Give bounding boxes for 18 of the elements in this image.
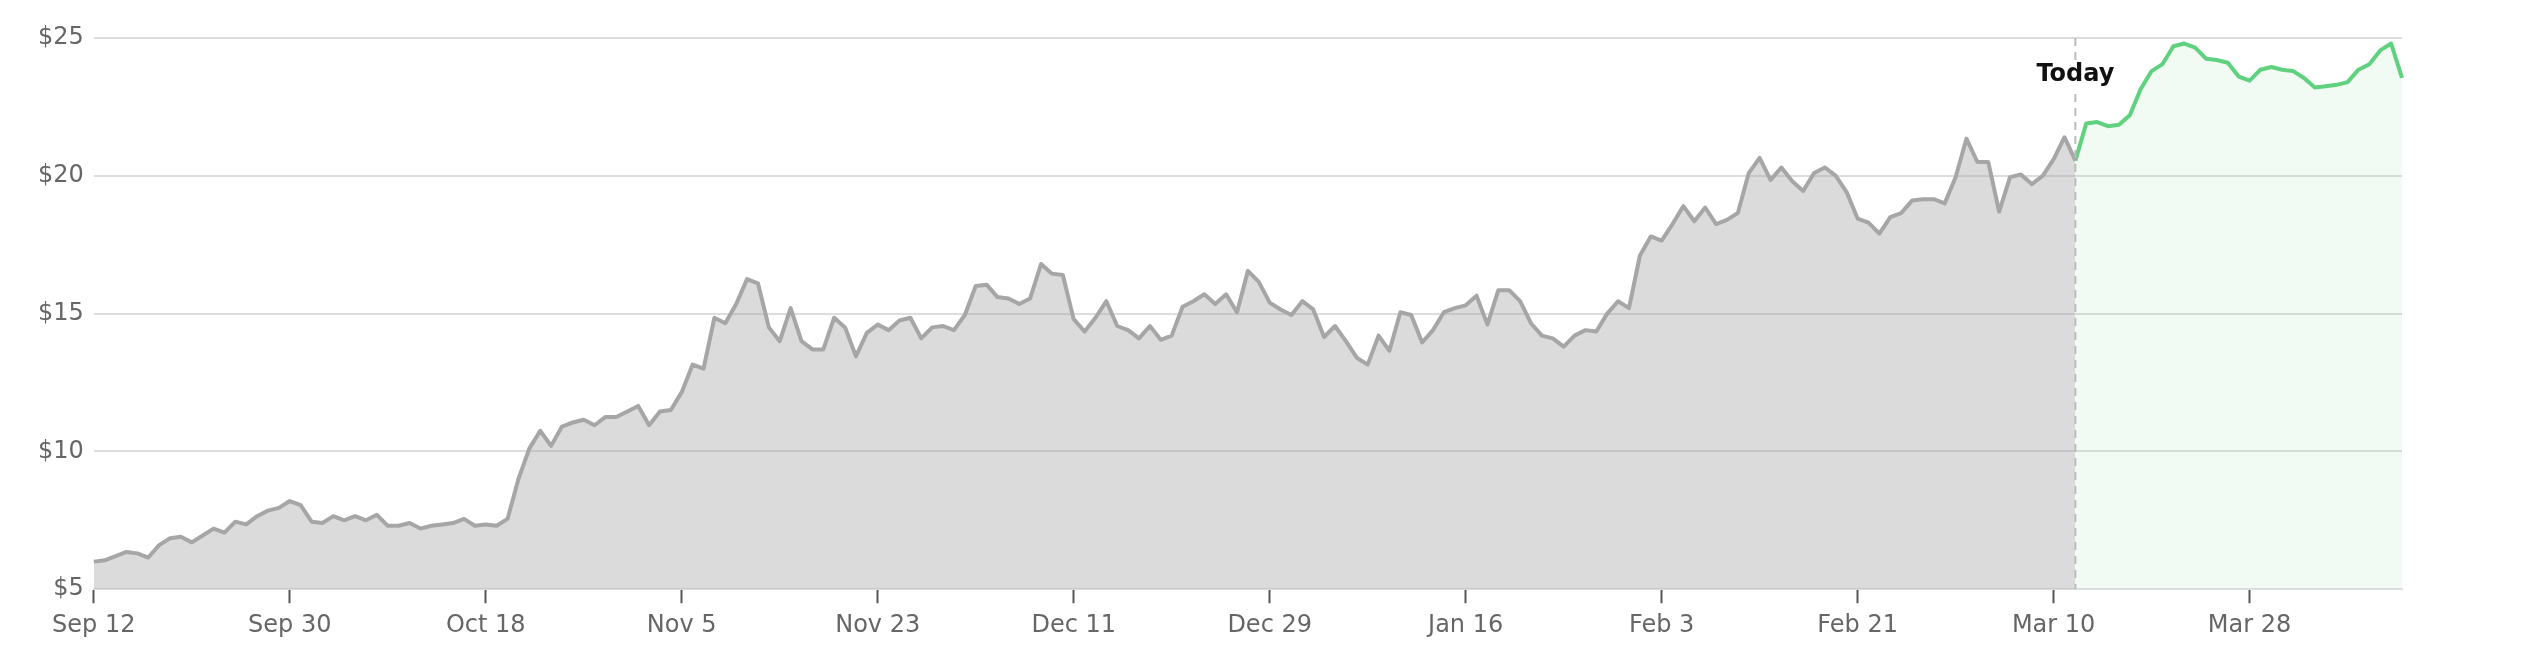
x-tick-label: Dec 29 bbox=[1227, 609, 1312, 638]
x-tick-label: Oct 18 bbox=[445, 609, 526, 638]
x-tick-label: Nov 5 bbox=[646, 609, 717, 638]
x-tick-label: Feb 21 bbox=[1817, 609, 1898, 638]
annotation: Today bbox=[2036, 59, 2115, 88]
y-tick-label: $25 bbox=[38, 22, 84, 51]
x-tick-label: Dec 11 bbox=[1031, 609, 1117, 638]
x-tick-label: Mar 10 bbox=[2011, 609, 2096, 638]
x-tick-label: Feb 3 bbox=[1628, 609, 1695, 638]
x-tick-label: Jan 16 bbox=[1426, 609, 1504, 638]
x-tick-label: Mar 28 bbox=[2207, 609, 2292, 638]
x-tick-label: Nov 23 bbox=[835, 609, 921, 638]
x-tick-label: Sep 12 bbox=[52, 609, 136, 638]
y-tick-label: $20 bbox=[38, 160, 84, 189]
y-tick-label: $5 bbox=[53, 573, 84, 602]
y-tick-label: $15 bbox=[38, 297, 84, 326]
y-tick-label: $10 bbox=[38, 435, 84, 464]
x-tick-label: Sep 30 bbox=[248, 609, 332, 638]
